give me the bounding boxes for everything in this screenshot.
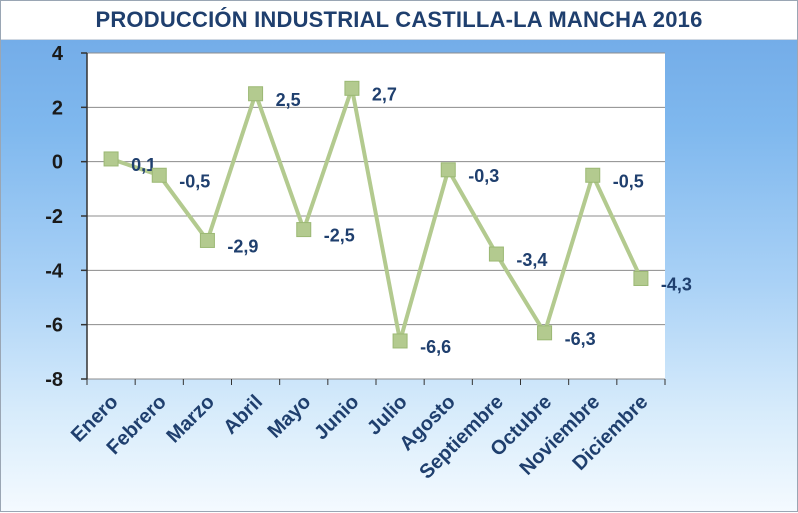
data-point <box>103 151 119 167</box>
data-label: -2,5 <box>324 226 355 246</box>
data-point <box>633 270 649 286</box>
data-point <box>440 162 456 178</box>
data-label: 2,5 <box>276 90 301 110</box>
data-point <box>488 246 504 262</box>
data-point <box>392 333 408 349</box>
series-line <box>110 80 643 342</box>
data-point <box>344 80 360 96</box>
data-label: -6,6 <box>420 337 451 357</box>
x-tick-label: Junio <box>310 391 363 444</box>
data-point <box>151 167 167 183</box>
chart-title: PRODUCCIÓN INDUSTRIAL CASTILLA-LA MANCHA… <box>95 7 703 32</box>
y-tick-label: 2 <box>52 97 63 119</box>
y-tick-label: 0 <box>52 152 63 174</box>
x-tick-label: Abril <box>219 391 267 439</box>
x-tick-label: Mayo <box>264 391 316 443</box>
y-tick-label: -2 <box>45 206 63 228</box>
y-tick-label: -8 <box>45 369 63 391</box>
y-tick-label: -4 <box>45 260 64 282</box>
y-tick-label: 4 <box>52 43 64 65</box>
data-label: 2,7 <box>372 84 397 104</box>
title-bar: PRODUCCIÓN INDUSTRIAL CASTILLA-LA MANCHA… <box>1 1 797 40</box>
data-label: 0,1 <box>131 155 156 175</box>
data-label: -4,3 <box>661 274 692 294</box>
x-tick-label: Marzo <box>163 391 219 447</box>
data-label: -6,3 <box>565 329 596 349</box>
data-label: -0,5 <box>613 171 644 191</box>
data-point <box>248 86 264 102</box>
data-point <box>296 222 312 238</box>
data-point <box>585 167 601 183</box>
data-label: -2,9 <box>227 236 258 256</box>
data-label: -3,4 <box>516 250 547 270</box>
data-label: -0,3 <box>468 166 499 186</box>
data-point <box>199 232 215 248</box>
data-label: -0,5 <box>179 171 210 191</box>
y-tick-label: -6 <box>45 315 63 337</box>
data-point <box>537 325 553 341</box>
